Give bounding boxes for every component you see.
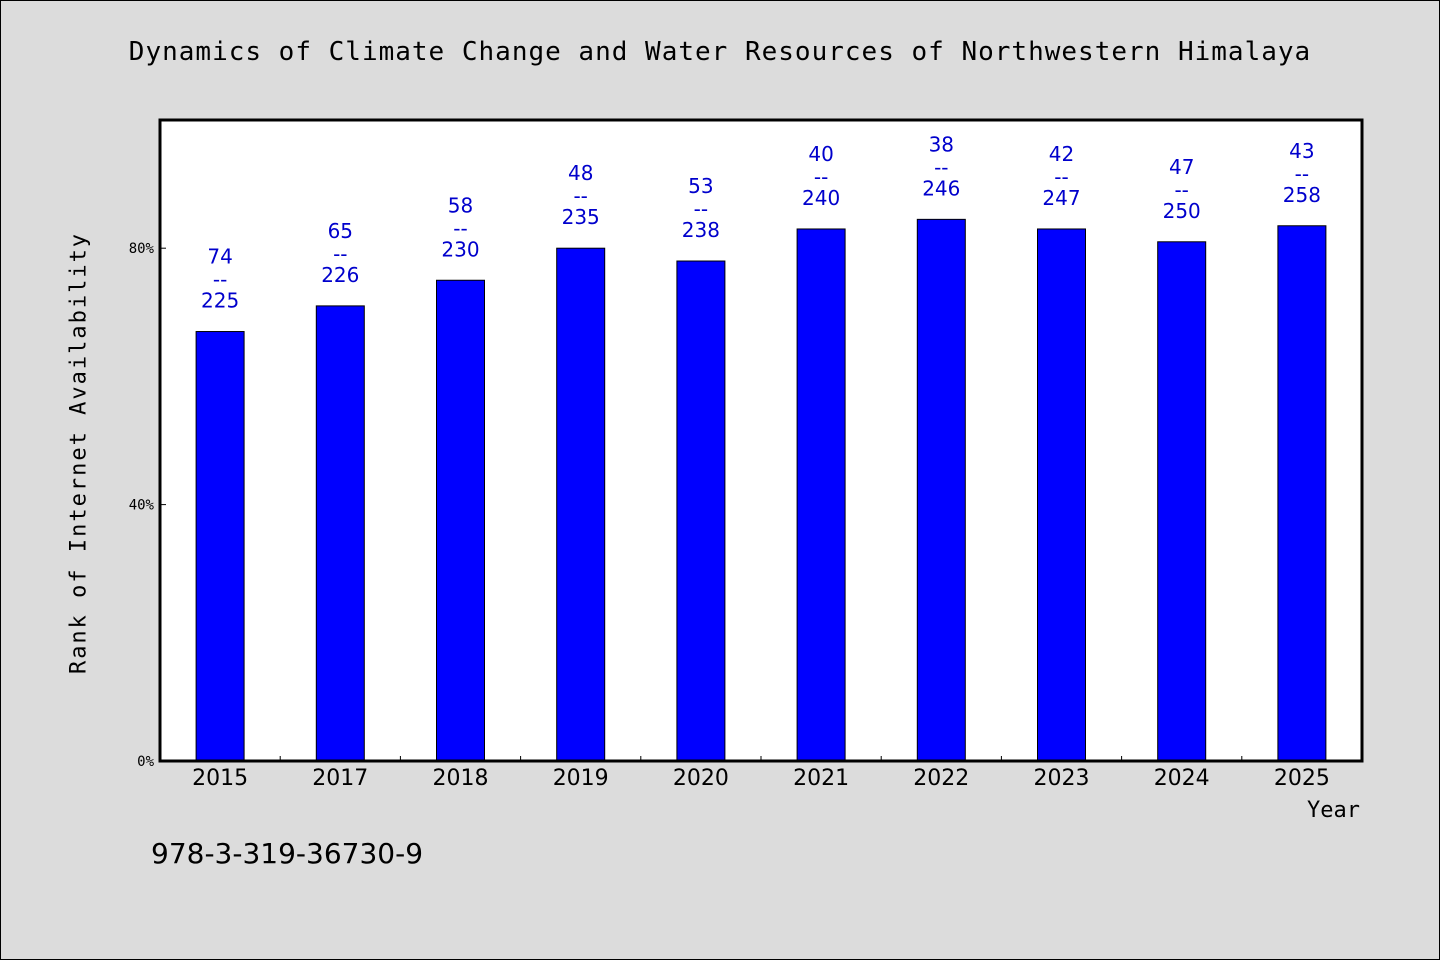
isbn-text: 978-3-319-36730-9 [151, 837, 424, 870]
data-label-separator: -- [814, 165, 828, 189]
plot-frame [158, 118, 1364, 763]
x-tick-label: 2024 [1154, 766, 1210, 791]
data-label-separator: -- [453, 216, 467, 240]
bar [436, 279, 485, 762]
data-label-separator: -- [1054, 165, 1068, 189]
x-tick-label: 2023 [1034, 766, 1090, 791]
x-tick-label: 2020 [673, 766, 729, 791]
data-label-rank: 48 [568, 161, 593, 185]
bar [676, 260, 726, 762]
x-tick-label: 2022 [913, 766, 969, 791]
x-tick-label: 2021 [793, 766, 849, 791]
data-label-total: 247 [1042, 186, 1080, 210]
data-label-rank: 43 [1289, 139, 1314, 163]
data-label-total: 240 [802, 186, 840, 210]
data-label-total: 258 [1283, 183, 1321, 207]
data-label-total: 225 [201, 289, 239, 313]
data-label-total: 235 [562, 205, 600, 229]
data-label-separator: -- [213, 268, 227, 292]
data-label-rank: 74 [207, 245, 232, 269]
x-tick-label: 2017 [312, 766, 368, 791]
bar [195, 331, 245, 762]
data-label-total: 226 [321, 263, 359, 287]
data-label-separator: -- [694, 197, 708, 221]
x-tick-label: 2018 [433, 766, 489, 791]
bar [1157, 241, 1207, 762]
bar [315, 305, 365, 762]
x-tick-label: 2019 [553, 766, 609, 791]
data-label-separator: -- [573, 184, 587, 208]
bar [796, 228, 846, 762]
data-label-rank: 53 [688, 174, 713, 198]
data-label-rank: 58 [448, 193, 473, 217]
data-label-rank: 42 [1049, 142, 1074, 166]
bar [1277, 225, 1327, 762]
bar [1037, 228, 1086, 762]
x-tick-label: 2025 [1274, 766, 1330, 791]
data-label-total: 238 [682, 218, 720, 242]
chart-title: Dynamics of Climate Change and Water Res… [128, 37, 1312, 67]
y-tick-label: 80% [129, 241, 155, 257]
x-tick-label: 2015 [192, 766, 248, 791]
data-label-total: 246 [922, 176, 960, 200]
data-label-rank: 40 [808, 142, 833, 166]
data-label-rank: 65 [328, 219, 353, 243]
data-label-separator: -- [1295, 162, 1309, 186]
y-tick-label: 40% [129, 498, 155, 514]
y-tick-label: 0% [137, 754, 154, 770]
bar [916, 218, 966, 762]
data-label-rank: 47 [1169, 155, 1194, 179]
bar [556, 247, 606, 762]
data-label-total: 250 [1163, 199, 1201, 223]
data-label-separator: -- [333, 242, 347, 266]
data-label-separator: -- [1174, 178, 1188, 202]
data-label-separator: -- [934, 155, 948, 179]
data-label-rank: 38 [929, 132, 954, 156]
x-axis-label: Year [1307, 798, 1360, 823]
data-label-total: 230 [441, 237, 479, 261]
